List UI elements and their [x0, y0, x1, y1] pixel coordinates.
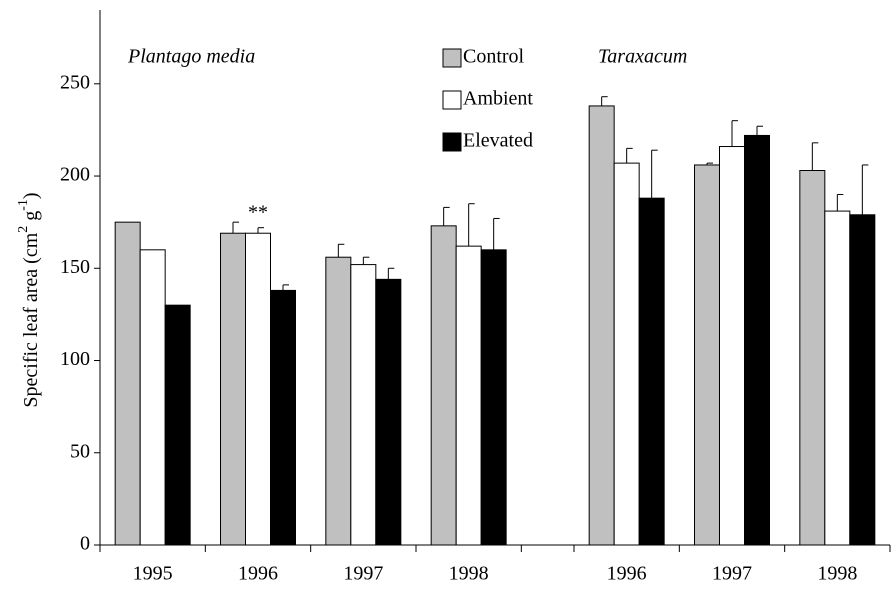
y-tick-label: 150 — [60, 256, 90, 278]
bar — [455, 245, 482, 546]
y-tick-label: 0 — [80, 533, 90, 555]
bar — [114, 221, 141, 546]
bar — [430, 225, 457, 546]
x-tick-label: 1997 — [712, 563, 752, 585]
annotation: Taraxacum — [598, 46, 687, 68]
x-tick-label: 1998 — [449, 563, 489, 585]
y-tick-label: 100 — [60, 348, 90, 370]
bar — [139, 249, 166, 546]
legend-swatch — [442, 48, 462, 68]
y-label-part: 2 — [16, 226, 31, 233]
y-label-part: ) — [20, 192, 42, 199]
bar — [849, 214, 876, 546]
legend-label: Control — [463, 46, 525, 68]
y-label-part: -1 — [16, 199, 31, 211]
bar — [588, 105, 615, 546]
bar — [824, 210, 851, 546]
bar — [325, 256, 352, 546]
bar — [638, 197, 665, 546]
annotation: Plantago media — [127, 46, 255, 68]
y-label-part: g — [20, 211, 42, 226]
y-label-part: Specific leaf area (cm — [20, 232, 42, 407]
legend-label: Ambient — [463, 88, 533, 110]
x-tick-label: 1996 — [238, 563, 278, 585]
bar — [613, 162, 640, 546]
bar — [480, 249, 507, 546]
bar — [719, 146, 745, 546]
y-tick-label: 50 — [70, 440, 90, 462]
bar — [375, 278, 402, 546]
bar — [694, 164, 720, 546]
x-tick-label: 1997 — [343, 563, 383, 585]
y-tick-label: 250 — [60, 71, 90, 93]
legend-swatch — [442, 132, 462, 152]
y-axis-label: Specific leaf area (cm2 g-1) — [16, 192, 41, 407]
x-tick-label: 1998 — [817, 563, 857, 585]
bar — [350, 264, 377, 546]
legend-swatch — [442, 90, 462, 110]
bar — [270, 289, 296, 546]
annotation: ** — [248, 201, 268, 223]
bar — [799, 170, 826, 546]
x-tick-label: 1996 — [607, 563, 647, 585]
bar — [164, 304, 191, 546]
bar — [245, 232, 271, 546]
bar — [220, 232, 246, 546]
bar — [744, 134, 770, 546]
x-tick-label: 1995 — [133, 563, 173, 585]
y-tick-label: 200 — [60, 164, 90, 186]
legend-label: Elevated — [463, 130, 533, 152]
